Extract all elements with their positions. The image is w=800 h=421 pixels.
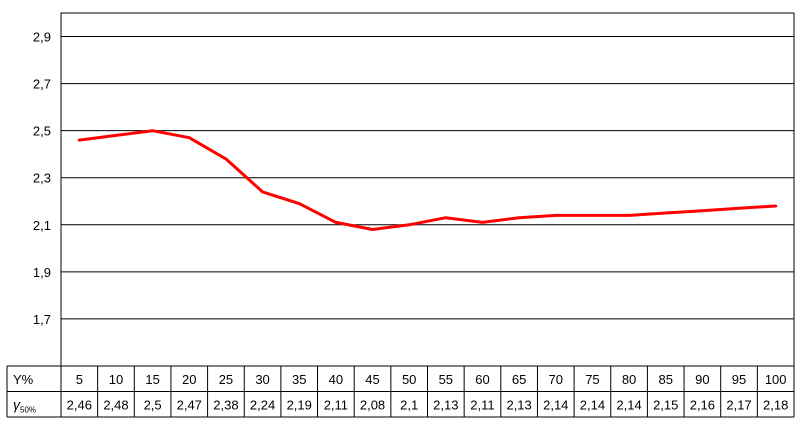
x-value-cell: 70 bbox=[549, 372, 563, 387]
y-value-cell: 2,19 bbox=[287, 397, 312, 412]
x-value-cell: 75 bbox=[585, 372, 599, 387]
x-value-cell: 55 bbox=[439, 372, 453, 387]
y-tick-label: 1,9 bbox=[33, 265, 51, 280]
series-line bbox=[77, 129, 778, 231]
y-value-cell: 2,24 bbox=[250, 397, 275, 412]
y-value-cell: 2,14 bbox=[616, 397, 641, 412]
x-value-cell: 15 bbox=[145, 372, 159, 387]
data-table: Y% γ50% 5 10 15 20 25 30 35 40 45 50 55 60 65 70 75 80 85 9… bbox=[6, 365, 795, 418]
x-value-cell: 90 bbox=[695, 372, 709, 387]
table-header-y-percent: Y% bbox=[13, 372, 34, 387]
grid-lines bbox=[61, 36, 794, 320]
y-tick-label: 2,1 bbox=[33, 218, 51, 233]
y-value-cell: 2,14 bbox=[543, 397, 568, 412]
y-tick-labels: 2,9 2,7 2,5 2,3 2,1 1,9 1,7 bbox=[33, 30, 51, 327]
x-value-cell: 100 bbox=[765, 372, 787, 387]
x-value-cell: 85 bbox=[658, 372, 672, 387]
x-value-cell: 45 bbox=[365, 372, 379, 387]
y-value-cell: 2,17 bbox=[726, 397, 751, 412]
x-value-cell: 5 bbox=[76, 372, 83, 387]
y-value-cell: 2,11 bbox=[470, 397, 494, 412]
x-value-cell: 20 bbox=[182, 372, 196, 387]
y-value-cell: 2,08 bbox=[360, 397, 385, 412]
y-value-cell: 2,11 bbox=[324, 397, 348, 412]
x-value-cell: 50 bbox=[402, 372, 416, 387]
y-value-cell: 2,18 bbox=[763, 397, 788, 412]
plot-area-frame bbox=[60, 12, 795, 367]
y-tick-label: 2,9 bbox=[33, 30, 51, 45]
x-value-cell: 30 bbox=[255, 372, 269, 387]
y-value-cell: 2,16 bbox=[690, 397, 715, 412]
y-value-cell: 2,14 bbox=[580, 397, 605, 412]
table-header-gamma: γ50% bbox=[13, 396, 36, 414]
x-value-cell: 40 bbox=[329, 372, 343, 387]
y-value-cell: 2,13 bbox=[433, 397, 458, 412]
y-value-cell: 2,47 bbox=[177, 397, 202, 412]
y-tick-label: 2,5 bbox=[33, 124, 51, 139]
y-tick-label: 2,7 bbox=[33, 77, 51, 92]
y-value-cell: 2,5 bbox=[144, 397, 162, 412]
y-value-cell: 2,48 bbox=[103, 397, 128, 412]
y-value-cell: 2,13 bbox=[506, 397, 531, 412]
x-value-cell: 65 bbox=[512, 372, 526, 387]
x-value-cell: 25 bbox=[219, 372, 233, 387]
y-value-cell: 2,15 bbox=[653, 397, 678, 412]
y-value-cell: 2,1 bbox=[400, 397, 418, 412]
x-value-cell: 60 bbox=[475, 372, 489, 387]
x-value-cell: 80 bbox=[622, 372, 636, 387]
y-tick-label: 2,3 bbox=[33, 171, 51, 186]
x-value-cell: 10 bbox=[109, 372, 123, 387]
x-value-cell: 95 bbox=[732, 372, 746, 387]
y-tick-label: 1,7 bbox=[33, 312, 51, 327]
x-value-cell: 35 bbox=[292, 372, 306, 387]
y-value-cell: 2,46 bbox=[67, 397, 92, 412]
y-value-cell: 2,38 bbox=[213, 397, 238, 412]
